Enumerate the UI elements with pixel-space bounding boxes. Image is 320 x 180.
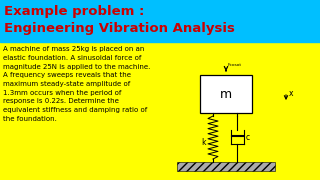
Text: m: m <box>220 87 232 100</box>
Text: c: c <box>246 133 250 142</box>
Text: A machine of mass 25kg is placed on an
elastic foundation. A sinusoidal force of: A machine of mass 25kg is placed on an e… <box>3 46 150 122</box>
Bar <box>0 0 320 42</box>
Text: k: k <box>202 138 206 147</box>
Text: x: x <box>289 89 293 98</box>
Bar <box>177 162 275 171</box>
Bar <box>175 61 275 171</box>
Text: Engineering Vibration Analysis: Engineering Vibration Analysis <box>4 22 235 35</box>
Text: Fcosot: Fcosot <box>228 63 242 67</box>
Bar <box>200 75 252 113</box>
Text: Example problem :: Example problem : <box>4 5 144 18</box>
